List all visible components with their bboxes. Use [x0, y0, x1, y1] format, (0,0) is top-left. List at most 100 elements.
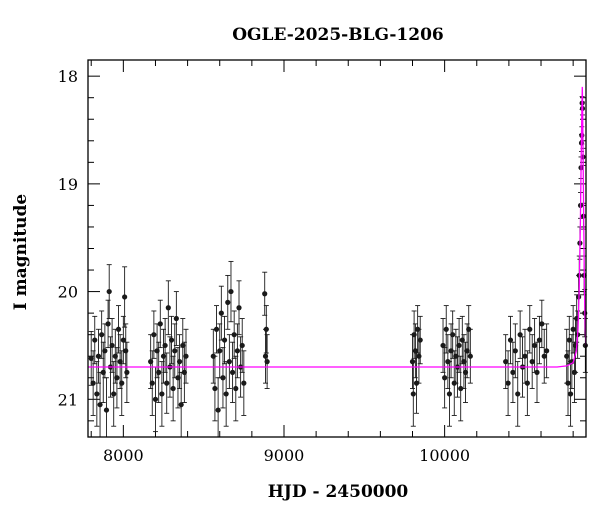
data-point: [95, 353, 102, 359]
data-point: [411, 332, 417, 338]
data-point: [173, 315, 179, 322]
data-point: [536, 337, 543, 343]
model-curve: [88, 86, 587, 368]
data-point: [168, 337, 175, 343]
data-point: [461, 359, 467, 365]
data-point: [446, 391, 453, 397]
data-point: [522, 353, 528, 359]
data-point: [215, 407, 221, 413]
data-point: [410, 391, 416, 397]
data-point: [175, 375, 181, 381]
data-point: [115, 326, 122, 332]
data-point: [262, 353, 269, 359]
data-point: [212, 385, 218, 392]
data-point: [450, 332, 456, 338]
data-point: [515, 391, 521, 397]
data-point: [507, 337, 514, 343]
data-point: [241, 380, 247, 386]
data-point: [124, 369, 130, 375]
y-tick-label: 21: [58, 390, 78, 409]
data-point: [505, 380, 511, 386]
data-point: [456, 342, 462, 349]
data-point: [236, 305, 242, 311]
data-point: [458, 385, 464, 392]
error-bars: [88, 96, 588, 438]
data-point: [527, 326, 533, 332]
x-tick-label: 10000: [419, 446, 470, 465]
data-point: [112, 353, 118, 359]
y-tick-label: 20: [58, 283, 78, 302]
data-point: [217, 348, 223, 354]
data-point: [148, 359, 154, 365]
data-point: [151, 332, 157, 338]
data-point: [103, 407, 110, 413]
data-point: [149, 380, 155, 386]
data-point: [531, 342, 538, 349]
data-point: [122, 294, 128, 300]
data-point: [409, 359, 416, 365]
data-point: [106, 288, 112, 295]
data-point: [234, 348, 240, 354]
data-point: [467, 353, 473, 359]
data-point: [120, 337, 126, 343]
data-point: [154, 348, 160, 354]
data-point: [567, 391, 574, 397]
data-point: [180, 342, 186, 349]
data-point: [413, 380, 420, 386]
data-point: [176, 359, 183, 365]
data-point: [102, 348, 108, 354]
data-point: [229, 369, 236, 375]
data-point: [100, 369, 106, 375]
data-point: [225, 299, 231, 305]
data-point: [564, 353, 570, 359]
data-point: [231, 332, 237, 338]
data-point: [94, 391, 100, 397]
data-point: [109, 342, 115, 349]
data-point: [181, 369, 187, 375]
data-point: [262, 291, 268, 297]
data-point: [152, 396, 159, 402]
axis-ticks: [88, 60, 586, 437]
x-tick-label: 9000: [264, 446, 305, 465]
data-point: [170, 385, 176, 392]
data-point: [223, 391, 229, 397]
data-point: [165, 305, 171, 311]
data-point: [183, 353, 189, 359]
data-point: [233, 385, 239, 392]
data-point: [451, 380, 457, 386]
data-point: [570, 326, 576, 332]
y-axis-label: I magnitude: [11, 194, 31, 311]
data-point: [226, 359, 232, 365]
data-point: [114, 375, 120, 381]
data-point: [239, 342, 245, 349]
data-point: [117, 359, 123, 365]
data-point: [263, 326, 269, 332]
data-point: [218, 310, 224, 316]
data-point: [544, 348, 550, 354]
data-point: [90, 380, 96, 386]
data-point: [119, 380, 125, 386]
data-point: [160, 353, 167, 359]
data-point: [210, 353, 216, 359]
data-point: [105, 321, 111, 327]
data-point: [517, 332, 523, 338]
data-point: [565, 380, 571, 386]
data-point: [539, 321, 545, 327]
data-point: [156, 369, 162, 375]
data-point: [417, 337, 423, 343]
data-point: [159, 391, 165, 397]
plot-frame: [87, 59, 587, 438]
data-point: [416, 353, 422, 359]
data-point: [442, 375, 448, 381]
data-point: [97, 402, 103, 408]
model-line: [88, 86, 587, 368]
y-tick-label: 19: [58, 175, 78, 194]
data-point: [228, 288, 234, 295]
data-point: [443, 326, 449, 332]
x-tick-label: 8000: [103, 446, 144, 465]
data-point: [92, 337, 98, 343]
data-point: [534, 369, 540, 375]
data-point: [88, 355, 94, 361]
data-point: [221, 337, 228, 343]
